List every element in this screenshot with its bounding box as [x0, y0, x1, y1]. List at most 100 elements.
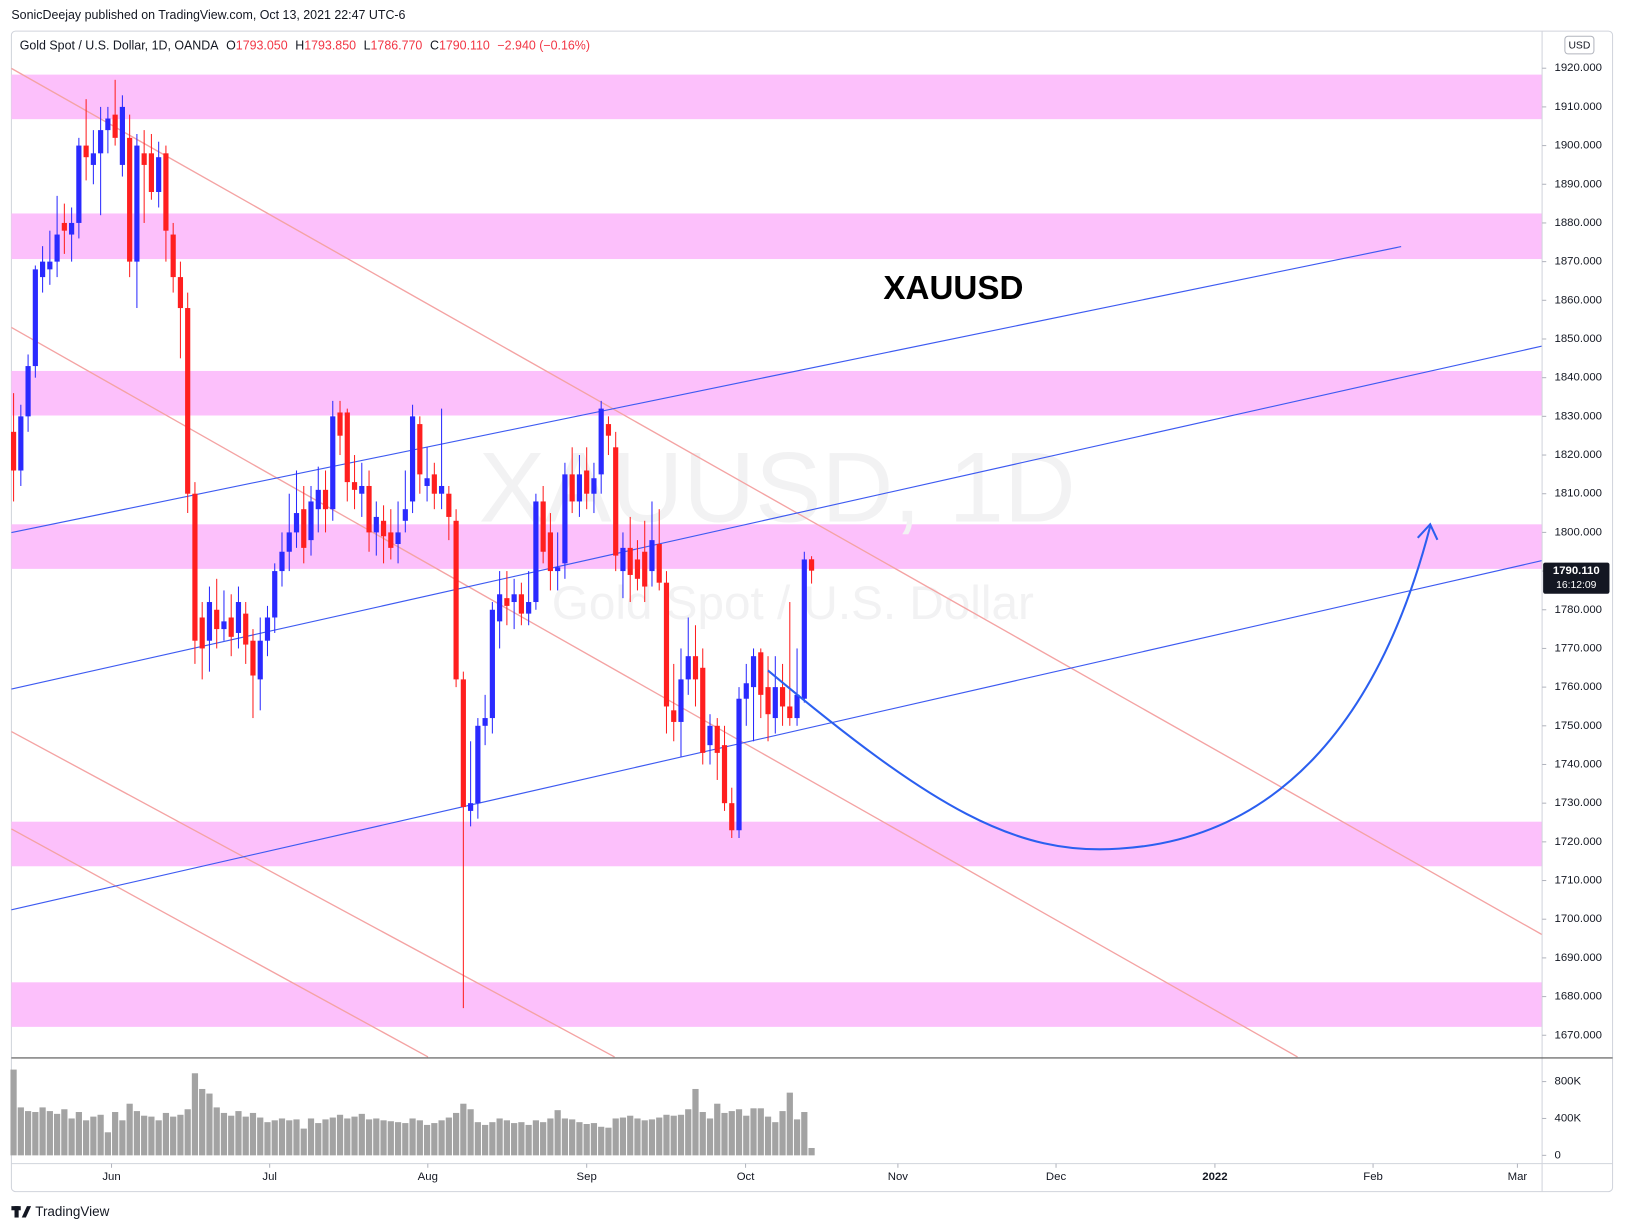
candle-body — [555, 567, 561, 572]
y-tick-label: 1740.000 — [1555, 759, 1602, 771]
candle-body — [156, 157, 162, 193]
volume-tick-label: 400K — [1555, 1112, 1582, 1124]
candle-body — [533, 501, 539, 603]
chart-frame — [10, 30, 1614, 1193]
candle-body — [758, 652, 764, 695]
candle-body — [468, 803, 474, 811]
candle-body — [482, 718, 488, 726]
trendline — [11, 246, 1402, 534]
volume-bar — [112, 1112, 119, 1156]
zone — [11, 524, 1543, 569]
zones — [11, 74, 1543, 1027]
volume-bar — [786, 1092, 793, 1156]
candle-body — [620, 547, 626, 572]
volume-bar — [619, 1117, 627, 1156]
volume-bar — [220, 1112, 228, 1156]
candle-body — [598, 408, 604, 475]
volume-bar — [264, 1122, 271, 1156]
volume-bar — [24, 1111, 32, 1156]
volume-bar — [685, 1109, 692, 1156]
volume-bar — [801, 1112, 808, 1156]
volume-bar — [612, 1118, 619, 1156]
x-tick-label: Oct — [737, 1171, 756, 1183]
candle-body — [736, 698, 742, 831]
volume-bar — [467, 1109, 474, 1156]
candle-body — [678, 679, 684, 722]
x-tick-label: Mar — [1508, 1171, 1528, 1183]
candle-body — [671, 710, 677, 722]
candle-body — [76, 145, 82, 223]
axes: 1670.000 1680.000 1690.000 1700.000 1710.000… — [102, 62, 1602, 1183]
volume-bar — [489, 1122, 496, 1156]
candle-body — [185, 308, 191, 494]
candle-body — [366, 485, 372, 533]
candle-body — [743, 683, 749, 699]
volume-bar — [322, 1119, 329, 1156]
volume-bar — [32, 1112, 39, 1156]
volume-bar — [315, 1123, 322, 1156]
candle-body — [373, 516, 379, 533]
candle-body — [605, 424, 612, 436]
volume-bar — [598, 1126, 605, 1156]
legend-key: C — [430, 39, 439, 53]
candle-body — [591, 478, 597, 494]
candle-body — [90, 153, 96, 165]
candle-body — [40, 261, 46, 278]
volume-bar — [206, 1093, 213, 1156]
y-tick-label: 1700.000 — [1555, 913, 1602, 925]
candle-body — [170, 234, 176, 278]
currency[interactable]: USD — [1568, 40, 1590, 51]
volume-bar — [271, 1120, 278, 1156]
candles — [10, 79, 815, 1156]
x-tick-label: 2022 — [1202, 1171, 1227, 1183]
y-tick-label: 1730.000 — [1555, 797, 1602, 809]
volume-bar — [496, 1118, 503, 1156]
legend: Gold Spot / U.S. Dollar, 1D, OANDA O1793… — [20, 39, 590, 53]
volume-bar — [83, 1120, 90, 1156]
volume-bar — [351, 1116, 358, 1156]
brand: TradingView — [35, 1204, 109, 1219]
volume-bar — [728, 1111, 735, 1156]
candle-body — [112, 114, 118, 138]
volume-bar — [358, 1113, 365, 1156]
y-tick-label: 1770.000 — [1555, 642, 1602, 654]
candle-body — [322, 489, 329, 510]
logo-part — [14, 1206, 19, 1218]
volume-bar — [677, 1114, 685, 1156]
y-tick-label: 1900.000 — [1555, 140, 1602, 152]
volume-bar — [46, 1111, 53, 1156]
volume-bar — [706, 1118, 714, 1156]
candle-body — [787, 706, 793, 719]
candle-body — [707, 725, 713, 746]
candle-body — [279, 551, 285, 572]
candle-body — [315, 489, 321, 510]
volume-bar — [278, 1118, 286, 1156]
candle-body — [388, 532, 394, 548]
y-tick-label: 1880.000 — [1555, 217, 1602, 229]
y-tick-label: 1820.000 — [1555, 449, 1602, 461]
legend-key: O — [226, 39, 236, 53]
candle-body — [750, 656, 757, 688]
volume-bar — [191, 1073, 199, 1156]
volume-bar — [569, 1119, 576, 1156]
candle-body — [649, 540, 655, 572]
volume-bar — [300, 1128, 307, 1156]
candle-body — [127, 137, 133, 262]
currency-button[interactable] — [1564, 35, 1595, 55]
y-tick-label: 1760.000 — [1555, 681, 1602, 693]
candle-body — [613, 447, 619, 556]
y-tick-label: 1910.000 — [1555, 101, 1602, 113]
candle-body — [98, 130, 104, 154]
y-tick-label: 1750.000 — [1555, 720, 1602, 732]
volume-bar — [380, 1120, 387, 1156]
candle-body — [293, 513, 300, 533]
volume-bar — [561, 1118, 569, 1156]
candle-body — [134, 145, 140, 262]
candle-body — [192, 493, 198, 641]
candle-body — [685, 656, 691, 680]
candle-body — [10, 431, 17, 471]
candle-body — [221, 621, 227, 630]
volume-bar — [170, 1116, 177, 1156]
candle-body — [344, 412, 350, 483]
